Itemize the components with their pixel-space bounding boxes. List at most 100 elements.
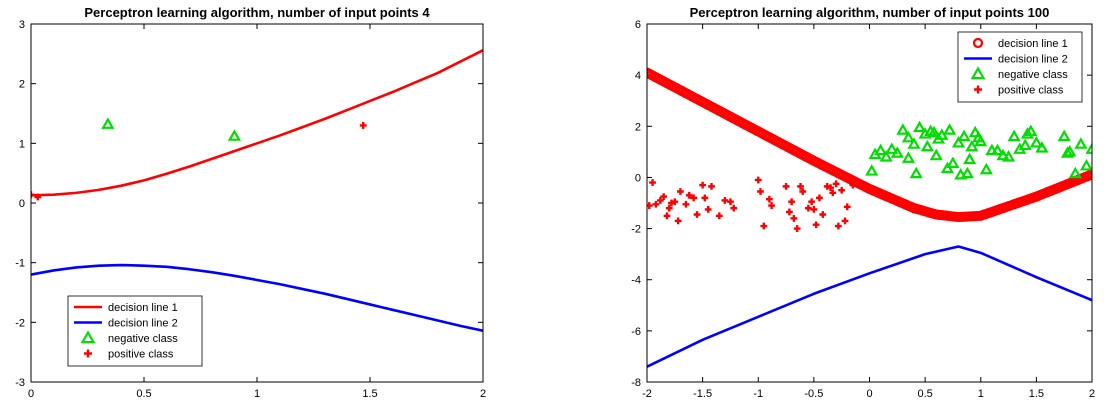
negative-class-point bbox=[907, 137, 921, 149]
positive-class-point bbox=[690, 194, 698, 202]
negative-class-point bbox=[874, 143, 888, 156]
negative-class-point bbox=[951, 136, 966, 148]
positive-class-point bbox=[693, 211, 701, 218]
negative-class-point bbox=[1018, 138, 1032, 151]
negative-class-point bbox=[927, 125, 941, 138]
positive-class-point bbox=[674, 217, 682, 225]
negative-class-point bbox=[1085, 142, 1092, 154]
legend-marker bbox=[972, 37, 984, 49]
positive-class-point bbox=[660, 193, 668, 201]
x-tick-label: 1.5 bbox=[1029, 388, 1044, 400]
positive-class-point bbox=[832, 180, 840, 188]
positive-class-point bbox=[704, 205, 712, 213]
positive-class-point bbox=[804, 204, 812, 212]
negative-class-point bbox=[1024, 124, 1038, 137]
negative-class-point bbox=[1057, 129, 1071, 142]
positive-class-point bbox=[676, 188, 684, 195]
chart-left: Perceptron learning algorithm, number of… bbox=[15, 5, 486, 400]
decision-line-2-series bbox=[647, 245, 1092, 368]
legend-label: decision line 1 bbox=[998, 38, 1068, 50]
y-tick-label: -2 bbox=[15, 317, 25, 329]
negative-class-point bbox=[974, 134, 988, 147]
positive-class-point bbox=[701, 194, 709, 202]
negative-class-point bbox=[1007, 129, 1021, 142]
positive-class-point bbox=[708, 182, 715, 190]
decision-line-2-series bbox=[31, 263, 483, 332]
negative-class-point bbox=[990, 143, 1005, 156]
negative-class-point bbox=[227, 129, 241, 141]
y-tick-label: 2 bbox=[19, 79, 25, 91]
y-tick-label: 0 bbox=[19, 198, 25, 210]
negative-class-point bbox=[946, 156, 960, 168]
positive-class-point bbox=[757, 188, 764, 195]
positive-class-point bbox=[359, 122, 367, 129]
negative-class-point bbox=[896, 123, 910, 135]
negative-class-point bbox=[1060, 146, 1075, 158]
legend-label: decision line 1 bbox=[108, 302, 178, 314]
legend-label: decision line 2 bbox=[998, 54, 1068, 66]
positive-class-point bbox=[721, 197, 729, 204]
decision-line-1-series bbox=[31, 49, 483, 197]
negative-class-point bbox=[960, 166, 974, 179]
positive-class-point bbox=[760, 222, 768, 230]
y-tick-label: -6 bbox=[631, 326, 641, 338]
x-tick-label: 0 bbox=[866, 388, 872, 400]
negative-class-point bbox=[901, 151, 916, 163]
positive-class-point bbox=[790, 214, 798, 222]
negative-class-point bbox=[1074, 137, 1088, 149]
negative-class-point bbox=[1035, 141, 1049, 153]
negative-class-point bbox=[943, 123, 957, 135]
y-tick-label: 0 bbox=[635, 172, 641, 184]
x-tick-label: 1.5 bbox=[362, 388, 377, 400]
negative-class-point bbox=[885, 142, 899, 154]
negative-class-point bbox=[954, 167, 968, 180]
x-tick-label: 0 bbox=[28, 388, 34, 400]
y-tick-label: 1 bbox=[19, 138, 25, 150]
positive-class-point bbox=[682, 200, 690, 208]
negative-class-point bbox=[890, 146, 904, 158]
positive-class-point bbox=[647, 202, 653, 209]
positive-class-point bbox=[793, 225, 801, 232]
positive-class-point bbox=[843, 203, 851, 211]
legend-label: positive class bbox=[108, 349, 174, 361]
legend-marker bbox=[970, 66, 986, 80]
legend-marker bbox=[974, 85, 982, 94]
positive-class-point bbox=[819, 211, 827, 218]
positive-class-point bbox=[782, 182, 790, 190]
y-tick-label: 4 bbox=[635, 70, 641, 82]
negative-class-point bbox=[1068, 166, 1082, 179]
negative-class-point bbox=[865, 164, 879, 176]
positive-class-point bbox=[841, 217, 849, 225]
negative-class-point bbox=[920, 139, 934, 152]
legend-marker bbox=[84, 349, 92, 358]
plot-area bbox=[31, 49, 483, 332]
positive-class-point bbox=[768, 202, 775, 209]
positive-class-point bbox=[797, 182, 804, 190]
positive-class-point bbox=[685, 191, 693, 199]
y-tick-label: 6 bbox=[635, 19, 641, 31]
positive-class-point bbox=[656, 197, 664, 204]
legend-label: negative class bbox=[108, 333, 178, 345]
y-tick-label: -3 bbox=[15, 377, 25, 389]
positive-class-point bbox=[810, 205, 818, 213]
x-tick-label: 1 bbox=[978, 388, 984, 400]
chart-right: Perceptron learning algorithm, number of… bbox=[631, 5, 1095, 400]
positive-class-point bbox=[827, 184, 834, 192]
decision-line-1-point bbox=[1086, 169, 1092, 180]
negative-class-point bbox=[1029, 136, 1043, 148]
positive-class-point bbox=[829, 189, 837, 197]
positive-class-point bbox=[730, 204, 738, 212]
negative-class-point bbox=[929, 148, 943, 161]
y-tick-label: 2 bbox=[635, 121, 641, 133]
legend-label: decision line 2 bbox=[108, 318, 178, 330]
positive-class-point bbox=[31, 191, 35, 199]
positive-class-point bbox=[799, 188, 807, 195]
positive-class-point bbox=[663, 212, 671, 220]
positive-class-point bbox=[34, 193, 42, 201]
positive-class-point bbox=[808, 198, 816, 206]
negative-class-point bbox=[968, 125, 982, 138]
legend-label: negative class bbox=[998, 69, 1068, 81]
x-tick-label: -0.5 bbox=[804, 388, 823, 400]
y-tick-label: -1 bbox=[15, 258, 25, 270]
